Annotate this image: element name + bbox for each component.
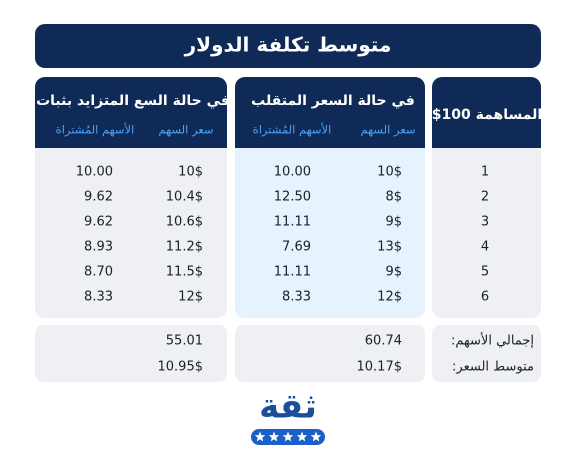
cell: 7.69 [282, 240, 311, 255]
cell: 11.11 [274, 215, 311, 230]
summary-label: متوسط السعر: [452, 360, 534, 375]
sub-header: سعر السهم [158, 123, 213, 138]
cell: 10.6$ [166, 215, 203, 230]
cell: 2 [481, 190, 489, 205]
summary-label: إجمالي الأسهم: [451, 332, 534, 349]
column-header: المساهمة 100$ [432, 107, 542, 123]
star [310, 431, 322, 442]
cell: 8$ [385, 190, 402, 205]
cell: 4 [481, 240, 489, 255]
panel-header [35, 130, 227, 148]
column-header: في حالة السعر المتقلب [251, 93, 415, 109]
cell: 6 [481, 290, 489, 305]
cell: 9.62 [84, 190, 113, 205]
cell: 8.33 [84, 290, 113, 305]
cell: 10.00 [274, 165, 311, 180]
summary-value: 55.01 [166, 334, 203, 349]
cell: 9$ [385, 265, 402, 280]
sub-header: سعر السهم [360, 123, 415, 138]
summary-value: 60.74 [365, 334, 402, 349]
column-header: في حالة السع المتزايد بثبات [36, 93, 230, 109]
panel-header [235, 130, 425, 148]
star [268, 431, 280, 442]
cell: 5 [481, 265, 489, 280]
star [254, 431, 266, 442]
cell: 10$ [178, 165, 203, 180]
summary-panel [432, 325, 541, 382]
cell: 11.5$ [166, 265, 203, 280]
cell: 11.2$ [166, 240, 203, 255]
sub-header: الأسهم المُشتراة [253, 123, 332, 138]
cell: 9.62 [84, 215, 113, 230]
summary-value: 10.95$ [158, 360, 204, 375]
table-body: 1 10$ 10.00 10$ 10.00 2 8$ 12.50 10.4$ 9.62 3 9$ 11.… [76, 165, 489, 305]
cell: 12$ [178, 290, 203, 305]
cell: 3 [481, 215, 489, 230]
cell: 10$ [377, 165, 402, 180]
panel-header [432, 130, 541, 148]
summary-value: 10.17$ [357, 360, 403, 375]
star [296, 431, 308, 442]
star [282, 431, 294, 442]
sub-header: الأسهم المُشتراة [56, 123, 135, 138]
cell: 12$ [377, 290, 402, 305]
logo-stars [254, 431, 322, 442]
cell: 10.4$ [166, 190, 203, 205]
logo-text: ثقة [259, 387, 317, 427]
title-bar [35, 24, 541, 68]
cell: 8.33 [282, 290, 311, 305]
cell: 9$ [385, 215, 402, 230]
cell: 1 [481, 165, 489, 180]
title: متوسط تكلفة الدولار [184, 33, 392, 57]
cell: 8.70 [84, 265, 113, 280]
summary: إجمالي الأسهم: 60.74 55.01 متوسط السعر: 10.1… [158, 332, 535, 375]
cell: 12.50 [274, 190, 311, 205]
summary-panel [235, 325, 425, 382]
cell: 10.00 [76, 165, 113, 180]
cell: 11.11 [274, 265, 311, 280]
cell: 13$ [377, 240, 402, 255]
cell: 8.93 [84, 240, 113, 255]
summary-panel [35, 325, 227, 382]
